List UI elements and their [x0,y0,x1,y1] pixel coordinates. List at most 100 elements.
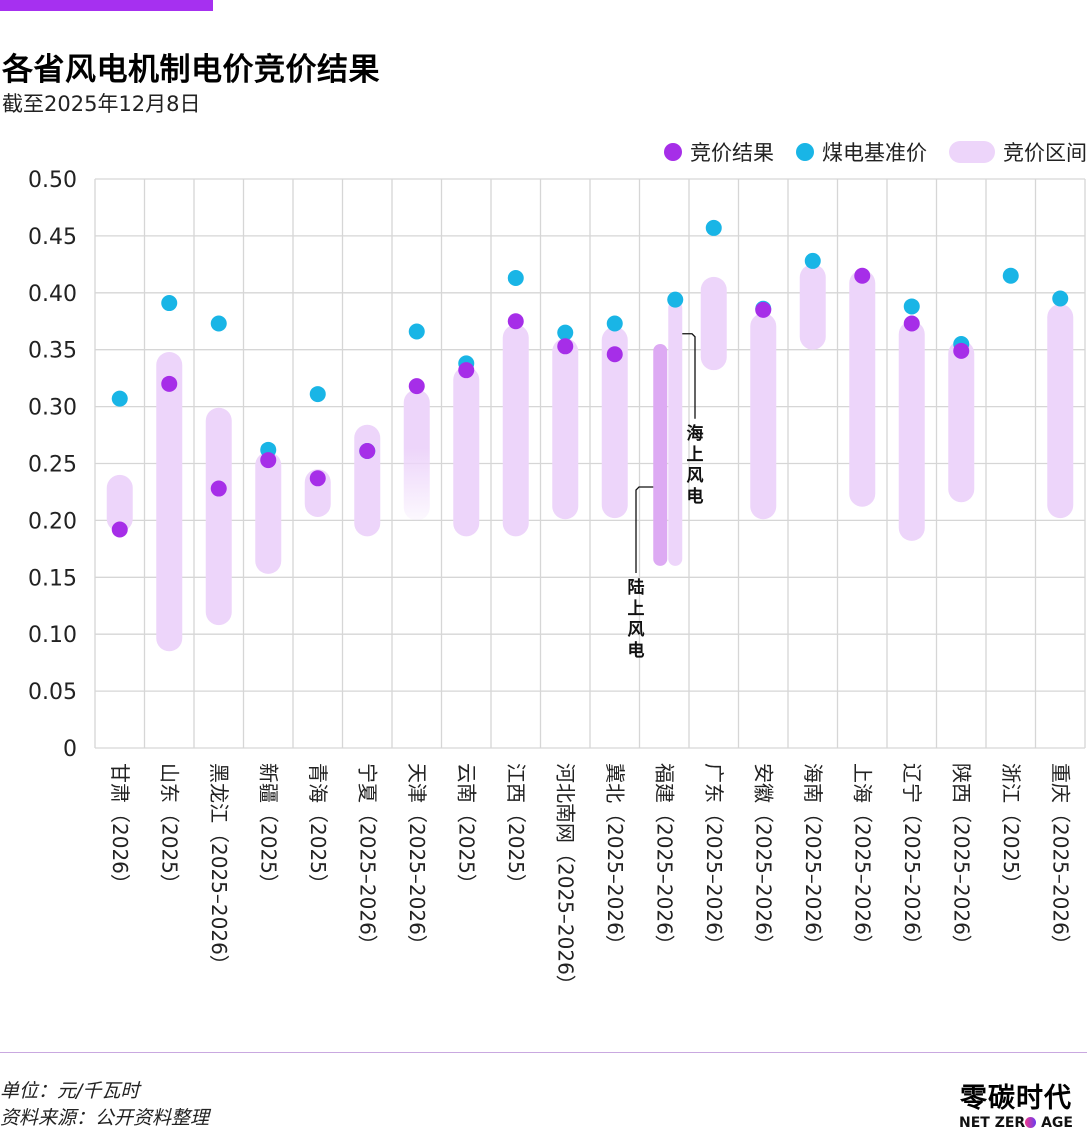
legend-label: 竞价结果 [690,141,774,165]
x-tick-label: 陕西（2025–2026） [949,763,973,955]
onshore-label-char: 电 [628,640,645,661]
offshore-label-char: 风 [687,466,704,486]
x-tick-label: 天津（2025–2026） [405,763,429,955]
legend-item-result: 竞价结果 [664,137,774,167]
y-tick-label: 0.15 [28,566,77,591]
benchmark-dot [1002,267,1019,284]
benchmark-dot [111,390,128,407]
range-bar [601,326,628,519]
grid [94,178,1086,749]
offshore-label-char: 上 [687,445,704,465]
benchmark-dot [606,315,623,332]
onshore-label-char: 陆 [628,578,645,598]
benchmark-dot [309,386,326,403]
x-tick-label: 海南（2025–2026） [801,763,825,955]
range-bar [898,321,925,541]
y-tick-label: 0.20 [28,509,77,534]
benchmark-dot [408,323,425,340]
range-bar [799,264,826,350]
benchmark-dot [1052,290,1069,307]
result-dot [903,315,920,332]
range-bar [552,338,579,520]
benchmark-dot [705,219,722,236]
result-dot [458,362,475,379]
range-bar [750,313,777,520]
range-bar-body [403,389,430,521]
range-bar [1047,304,1074,519]
onshore-leader-line [635,486,654,573]
offshore-leader-line [682,333,696,419]
logo-text-cn: 零碳时代 [960,1083,1072,1114]
x-tick-label: 福建（2025–2026） [652,763,676,955]
x-tick-label: 安徽（2025–2026） [751,763,775,955]
x-tick-label: 重庆（2025–2026） [1048,763,1072,955]
y-tick-label: 0.05 [28,680,77,705]
result-dot [953,342,970,359]
y-tick-label: 0.30 [28,396,77,421]
logo-o-icon [1025,1117,1037,1128]
offshore-label-char: 海 [687,423,704,444]
y-tick-label: 0.10 [28,623,77,648]
chart-svg: 0 0.05 0.10 0.15 0.20 0.25 0.30 0.35 0.40 0.45 0.5… [28,168,1086,995]
benchmark-dot [210,315,227,332]
x-tick-label: 山东（2025） [157,763,181,894]
result-dot [408,378,425,395]
x-tick-label: 青海（2025） [306,763,330,894]
range-bar [205,407,232,626]
footer-divider [0,1052,1087,1053]
legend-item-benchmark: 煤电基准价 [796,137,927,167]
x-tick-label: 云南（2025） [454,763,478,894]
dots [111,219,1069,538]
x-axis: 甘肃（2026） 山东（2025） 黑龙江（2025–2026） 新疆（2025） 青海… [108,763,1073,995]
x-tick-label: 宁夏（2025–2026） [355,763,379,955]
onshore-label: 陆上风电 [628,578,645,661]
x-tick-label: 甘肃（2026） [108,763,132,894]
legend: 竞价结果 煤电基准价 竞价区间 [642,136,1087,168]
y-tick-label: 0 [63,737,77,762]
benchmark-dot [804,252,821,269]
chart-subtitle: 截至2025年12月8日 [2,92,201,116]
result-dot [755,301,772,318]
benchmark-dot [667,291,684,308]
benchmark-dot [557,324,574,341]
result-dot [557,338,574,355]
logo-text-en: NET ZER AGE [951,1115,1081,1131]
footer: 单位：元/千瓦时 资料来源：公开资料整理 [0,1078,209,1132]
onshore-label-char: 上 [628,599,645,619]
y-tick-label: 0.40 [28,282,77,307]
range-bar [700,276,727,371]
y-tick-label: 0.45 [28,225,77,250]
range-bars [106,264,1074,652]
y-axis: 0 0.05 0.10 0.15 0.20 0.25 0.30 0.35 0.40 0.45 0.5… [28,168,77,762]
offshore-label-char: 电 [687,486,704,507]
range-bar [403,389,430,521]
legend-label: 煤电基准价 [822,141,927,165]
range-bar [106,474,133,532]
legend-result-dot-icon [664,143,682,161]
y-tick-label: 0.50 [28,168,77,193]
legend-range-pill-icon [949,141,995,163]
x-tick-label: 江西（2025） [504,763,528,894]
unit-note: 单位：元/千瓦时 [0,1080,140,1102]
logo-text-en-right: AGE [1036,1115,1073,1131]
range-bar [354,424,381,537]
y-tick-label: 0.25 [28,453,77,478]
accent-bar [0,0,213,11]
result-dot [359,442,376,459]
range-bar [502,324,529,537]
chart-title: 各省风电机制电价竞价结果 [2,52,380,88]
y-tick-label: 0.35 [28,339,77,364]
x-tick-label: 辽宁（2025–2026） [900,763,924,955]
legend-label: 竞价区间 [1003,141,1087,165]
benchmark-dot [161,295,178,312]
legend-item-range: 竞价区间 [949,137,1087,167]
source-note: 资料来源：公开资料整理 [0,1107,210,1129]
result-dot [210,480,227,497]
legend-benchmark-dot-icon [796,143,814,161]
x-tick-label: 河北南网（2025–2026） [553,763,577,995]
offshore-label: 海上风电 [687,423,704,507]
range-bar [453,366,480,537]
x-tick-label: 冀北（2025–2026） [603,763,627,955]
result-dot [854,267,871,284]
